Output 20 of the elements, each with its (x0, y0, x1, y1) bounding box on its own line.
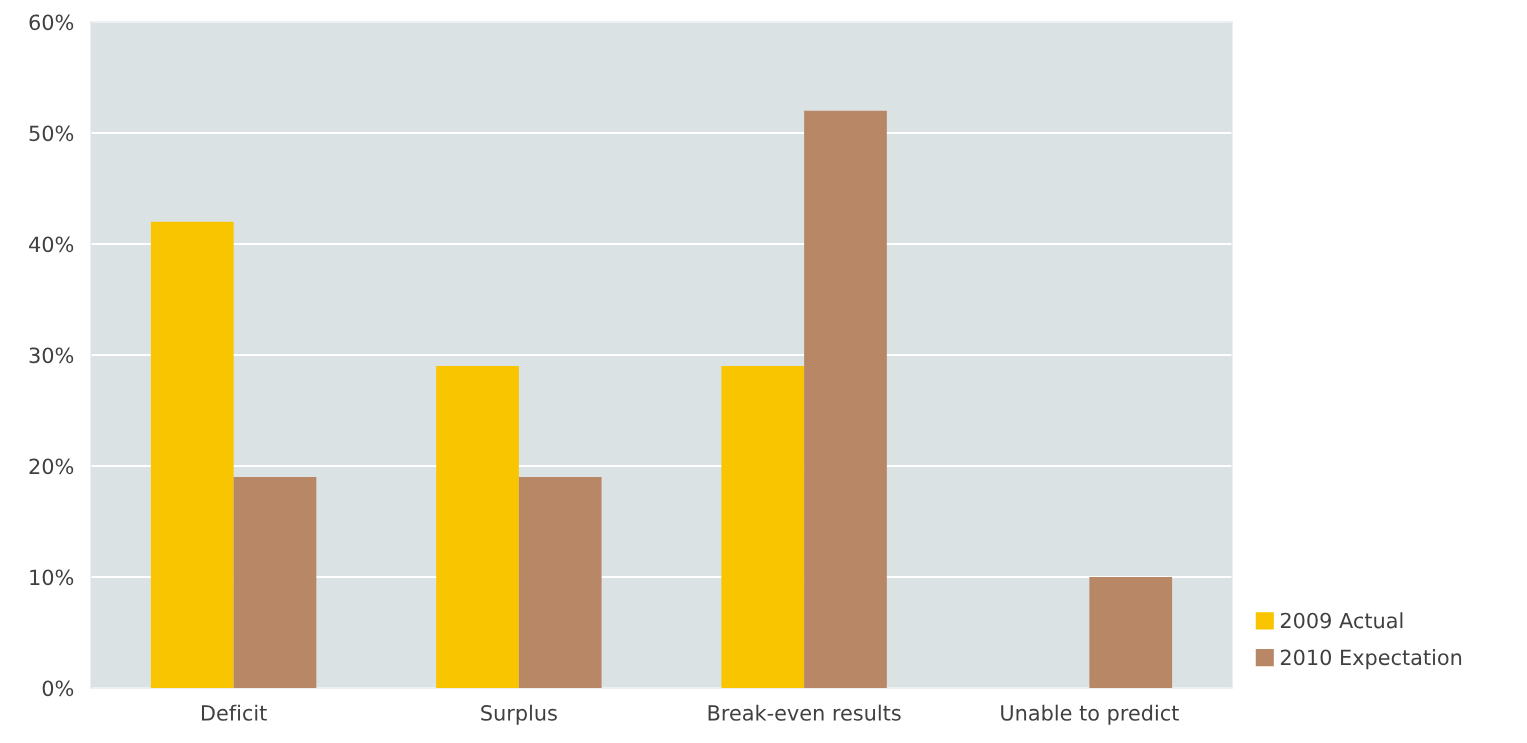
y-tick-label: 0% (42, 680, 74, 697)
bar (721, 366, 805, 688)
y-tick-label: 40% (29, 236, 74, 253)
y-tick-label: 10% (30, 569, 74, 586)
bar (150, 221, 234, 688)
bar (518, 477, 602, 688)
x-tick-label: Deficit (201, 704, 267, 721)
x-tick-label: Surplus (481, 704, 557, 725)
x-tick-label: Break-even results (708, 704, 901, 721)
y-tick-label: 50% (29, 125, 74, 142)
y-tick-label: 60% (29, 14, 74, 31)
bar (436, 366, 519, 688)
y-tick-label: 20% (29, 458, 74, 475)
bar (804, 110, 887, 688)
bar (233, 477, 317, 688)
legend-label: 2009 Actual (1280, 612, 1403, 629)
x-tick-label: Unable to predict (1001, 704, 1179, 725)
bar (1089, 577, 1173, 688)
y-tick-label: 30% (29, 347, 74, 364)
legend-label: 2010 Expectation (1280, 649, 1462, 670)
